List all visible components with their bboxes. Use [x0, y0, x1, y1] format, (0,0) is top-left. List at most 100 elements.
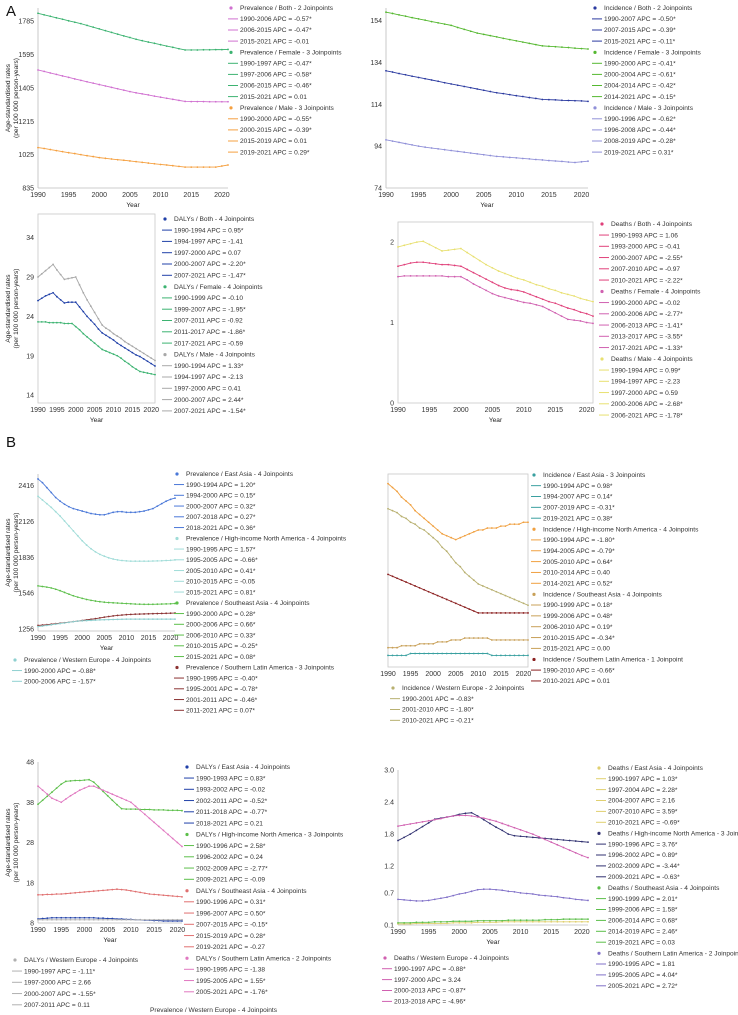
data-point — [405, 500, 407, 502]
x-tick-label: 2000 — [74, 635, 90, 642]
data-point — [89, 339, 92, 341]
data-point — [160, 603, 163, 605]
data-point — [548, 159, 550, 162]
data-point — [405, 644, 407, 647]
y-tick-label: 28 — [26, 840, 34, 847]
data-point — [116, 87, 119, 90]
data-point — [458, 814, 461, 817]
data-point — [495, 91, 498, 94]
data-point — [486, 652, 489, 655]
data-point — [587, 160, 589, 163]
data-point — [515, 156, 518, 159]
legend-segment: 1990-1995 APC = -1.38 — [196, 967, 265, 974]
data-point — [500, 639, 502, 641]
data-point — [504, 525, 507, 528]
x-tick-label: 2020 — [143, 407, 159, 414]
data-point — [169, 612, 172, 615]
data-point — [519, 920, 522, 923]
data-point — [400, 644, 403, 647]
data-point — [489, 919, 491, 922]
data-point — [121, 559, 123, 562]
data-point — [94, 617, 97, 620]
legend-segment: 1994-1997 APC = -1.41 — [174, 239, 243, 246]
data-point — [561, 160, 563, 163]
y-tick-label: 0 — [390, 401, 394, 408]
data-point — [428, 262, 431, 264]
data-point — [427, 532, 430, 535]
data-point — [587, 100, 589, 103]
data-point — [500, 612, 502, 614]
legend-segment: 2000-2015 APC = -0.39* — [240, 127, 312, 134]
data-point — [125, 889, 128, 891]
y-tick-label: 1025 — [18, 152, 34, 159]
data-point — [105, 334, 107, 337]
data-point — [409, 899, 412, 902]
data-point — [556, 918, 559, 921]
data-point — [129, 36, 131, 39]
legend-segment: 2019-2021 APC = 0.03 — [608, 939, 675, 946]
data-point — [97, 317, 100, 320]
plot-frame — [397, 221, 594, 404]
data-point — [403, 263, 406, 266]
data-point — [417, 76, 420, 79]
data-point — [409, 583, 412, 585]
data-point — [452, 894, 455, 897]
data-point — [529, 302, 531, 305]
data-point — [466, 251, 469, 254]
series-line — [38, 888, 183, 898]
data-point — [141, 39, 144, 42]
data-point — [40, 272, 43, 275]
data-point — [55, 893, 58, 895]
data-point — [391, 12, 394, 15]
data-point — [165, 97, 168, 100]
data-point — [463, 637, 466, 639]
y-tick-label: 0.1 — [384, 923, 394, 930]
chart-b3: 8 18 28 38 48 1990 1995 2000 2005 2010 2015 2020 Yea… — [5, 760, 344, 1010]
data-point — [538, 920, 540, 923]
legend-segment: 2000-2007 APC = 0.32* — [186, 503, 256, 510]
x-tick-label: 2005 — [448, 671, 464, 678]
data-point — [495, 826, 497, 829]
data-point — [88, 916, 90, 919]
data-point — [59, 515, 61, 517]
data-point — [76, 596, 79, 599]
x-tick-label: 1995 — [403, 671, 419, 678]
x-tick-label: 1990 — [380, 671, 396, 678]
x-axis-title: Year — [126, 202, 140, 209]
data-point — [60, 893, 63, 895]
data-point — [529, 293, 531, 296]
data-point — [502, 92, 505, 95]
series-line — [397, 261, 594, 317]
data-point — [516, 289, 519, 292]
data-point — [125, 918, 128, 921]
data-point — [43, 13, 46, 16]
x-tick-label: 2015 — [493, 671, 509, 678]
data-point — [427, 642, 430, 645]
legend-title: DALYs / Male - 4 Joinpoints — [174, 352, 256, 359]
data-point — [139, 350, 141, 352]
data-point — [131, 345, 134, 348]
data-point — [116, 803, 118, 806]
data-point — [568, 897, 571, 900]
data-point — [538, 919, 540, 922]
data-point — [121, 614, 123, 616]
data-point — [495, 888, 497, 891]
data-point — [171, 98, 174, 101]
legend-segment: 1994-1997 APC = -2.23 — [611, 379, 680, 386]
data-point — [178, 165, 180, 168]
data-point — [432, 592, 435, 595]
data-point — [142, 352, 145, 355]
x-tick-label: 1995 — [422, 407, 438, 414]
data-point — [83, 918, 86, 921]
data-point — [134, 603, 137, 605]
data-point — [102, 789, 104, 792]
data-point — [97, 785, 100, 788]
data-point — [111, 793, 114, 796]
data-point — [418, 513, 421, 516]
data-point — [138, 510, 141, 513]
legend-segment: 2006-2010 APC = 0.19* — [543, 624, 613, 631]
data-point — [55, 73, 58, 76]
data-point — [157, 808, 160, 811]
data-point — [495, 919, 497, 922]
data-point — [550, 841, 553, 844]
